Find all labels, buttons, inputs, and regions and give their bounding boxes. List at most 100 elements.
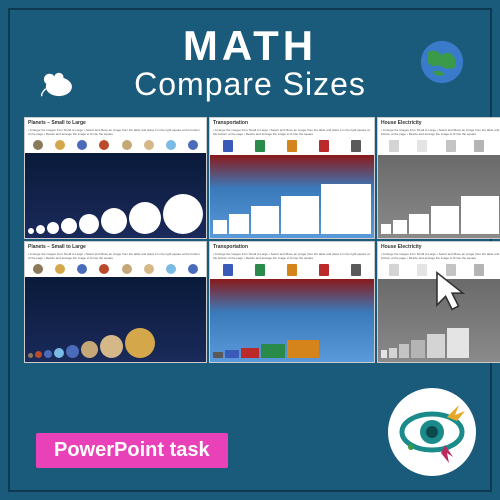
item-thumbnail [144, 140, 154, 150]
placed-planet [44, 350, 52, 358]
placeholder-square [229, 214, 249, 234]
card-items-row [210, 263, 374, 277]
item-thumbnail [33, 140, 43, 150]
card-title: House Electricity [378, 118, 500, 128]
card-bottom-area [378, 155, 500, 238]
item-thumbnail [99, 140, 109, 150]
item-thumbnail [122, 140, 132, 150]
item-thumbnail [446, 140, 456, 152]
item-thumbnail [99, 264, 109, 274]
item-thumbnail [351, 264, 361, 276]
item-thumbnail [33, 264, 43, 274]
placeholder-square [321, 184, 371, 234]
card-transport: Transportation• Arrange the images from … [209, 117, 375, 239]
placed-item [287, 340, 319, 358]
placed-planet [66, 345, 79, 358]
placeholder-circle [163, 194, 203, 234]
placeholder-square [409, 214, 429, 234]
placeholder-square [213, 220, 227, 234]
item-thumbnail [417, 140, 427, 152]
placeholder-square [393, 220, 407, 234]
footer-badge: PowerPoint task [36, 433, 228, 468]
item-thumbnail [223, 264, 233, 276]
card-items-row [25, 263, 206, 275]
item-thumbnail [188, 264, 198, 274]
card-house: House Electricity• Arrange the images fr… [377, 117, 500, 239]
cursor-icon [424, 264, 478, 318]
placed-planet [35, 351, 42, 358]
card-title: House Electricity [378, 242, 500, 252]
card-instructions: • Arrange the images from Small to Large… [378, 252, 500, 263]
placeholder-circle [47, 222, 59, 234]
card-items-row [378, 139, 500, 153]
item-thumbnail [77, 140, 87, 150]
placeholder-square [431, 206, 459, 234]
mouse-icon [38, 70, 76, 98]
card-planets: Planets – Small to Large• Arrange the im… [24, 241, 207, 363]
item-thumbnail [287, 264, 297, 276]
item-thumbnail [255, 264, 265, 276]
placed-planet [28, 353, 33, 358]
card-title: Planets – Small to Large [25, 118, 206, 128]
header: MATH Compare Sizes [10, 10, 490, 111]
placed-planet [100, 335, 123, 358]
placeholder-square [251, 206, 279, 234]
placeholder-circle [28, 228, 34, 234]
placeholder-circle [79, 214, 99, 234]
item-thumbnail [166, 140, 176, 150]
placeholder-circle [129, 202, 161, 234]
item-thumbnail [223, 140, 233, 152]
card-bottom-area [25, 277, 206, 362]
item-thumbnail [287, 140, 297, 152]
card-instructions: • Arrange the images from Small to Large… [25, 252, 206, 263]
placed-planet [125, 328, 155, 358]
card-title: Transportation [210, 242, 374, 252]
card-title: Planets – Small to Large [25, 242, 206, 252]
item-thumbnail [255, 140, 265, 152]
item-thumbnail [55, 264, 65, 274]
card-grid: Planets – Small to Large• Arrange the im… [10, 117, 490, 363]
card-planets: Planets – Small to Large• Arrange the im… [24, 117, 207, 239]
item-thumbnail [122, 264, 132, 274]
globe-icon [418, 38, 466, 86]
item-thumbnail [77, 264, 87, 274]
placed-item [427, 334, 445, 358]
eye-logo-icon [397, 397, 467, 467]
card-instructions: • Arrange the images from Small to Large… [378, 128, 500, 139]
item-thumbnail [351, 140, 361, 152]
placed-item [381, 350, 387, 358]
item-thumbnail [166, 264, 176, 274]
placeholder-square [461, 196, 499, 234]
card-instructions: • Arrange the images from Small to Large… [25, 128, 206, 139]
item-thumbnail [319, 264, 329, 276]
main-frame: MATH Compare Sizes Planets – Small to La… [8, 8, 492, 492]
placed-item [399, 344, 409, 358]
placed-planet [81, 341, 98, 358]
item-thumbnail [389, 140, 399, 152]
placeholder-circle [61, 218, 77, 234]
placed-item [225, 350, 239, 358]
card-transport: Transportation• Arrange the images from … [209, 241, 375, 363]
placed-planet [54, 348, 64, 358]
placed-item [411, 340, 425, 358]
logo-circle [384, 384, 480, 480]
placeholder-circle [36, 225, 45, 234]
item-thumbnail [144, 264, 154, 274]
item-thumbnail [188, 140, 198, 150]
card-instructions: • Arrange the images from Small to Large… [210, 128, 374, 139]
item-thumbnail [474, 140, 484, 152]
placed-item [447, 328, 469, 358]
card-title: Transportation [210, 118, 374, 128]
placed-item [261, 344, 285, 358]
card-items-row [210, 139, 374, 153]
placeholder-square [281, 196, 319, 234]
item-thumbnail [389, 264, 399, 276]
item-thumbnail [55, 140, 65, 150]
placed-item [389, 348, 397, 358]
card-items-row [25, 139, 206, 151]
placeholder-square [381, 224, 391, 234]
card-instructions: • Arrange the images from Small to Large… [210, 252, 374, 263]
placed-item [213, 352, 223, 358]
card-bottom-area [210, 155, 374, 238]
card-bottom-area [25, 153, 206, 238]
